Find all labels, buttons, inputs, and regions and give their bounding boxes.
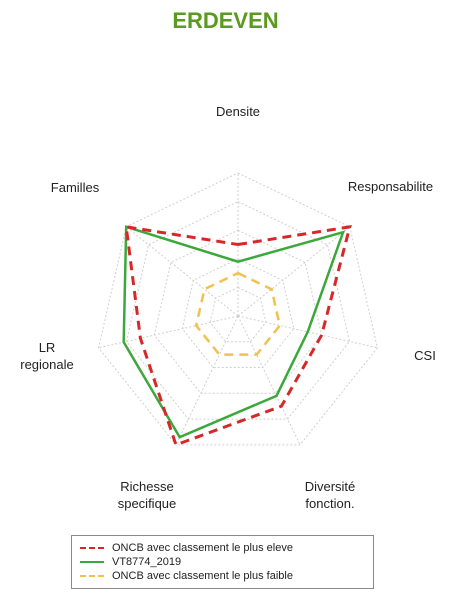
axis-label: Richesse specifique — [117, 479, 177, 511]
grid-spoke — [125, 226, 239, 317]
axis-label: LR regionale — [20, 340, 74, 372]
grid-ring — [209, 286, 267, 343]
grid-spoke — [237, 315, 301, 446]
legend-label: ONCB avec classement le plus eleve — [112, 542, 293, 554]
chart-title: ERDEVEN — [172, 8, 279, 33]
legend-item: ONCB avec classement le plus eleve — [80, 541, 373, 555]
legend-swatch — [80, 575, 104, 577]
legend-item: VT8774_2019 — [80, 555, 373, 569]
radar-chart — [98, 172, 378, 447]
series-line-1 — [122, 225, 346, 439]
axis-label: CSI — [414, 348, 436, 363]
grid-spoke — [98, 315, 239, 349]
legend-item: ONCB avec classement le plus faible — [80, 569, 373, 583]
legend-label: ONCB avec classement le plus faible — [112, 570, 293, 582]
legend-swatch — [80, 547, 104, 549]
legend: ONCB avec classement le plus eleve VT8774… — [71, 535, 374, 589]
series-line-0 — [124, 225, 352, 447]
axis-label: Diversité fonction. — [304, 479, 356, 511]
axis-label: Familles — [50, 180, 100, 195]
legend-label: VT8774_2019 — [112, 556, 182, 568]
grid-spoke — [237, 226, 351, 317]
grid-ring — [181, 258, 295, 369]
legend-swatch — [80, 561, 104, 563]
axis-label: Densite — [215, 104, 261, 119]
grid-ring — [98, 172, 378, 446]
axis-label: Responsabilite — [347, 179, 434, 194]
grid-ring — [153, 229, 323, 394]
series-line-2 — [194, 271, 282, 356]
